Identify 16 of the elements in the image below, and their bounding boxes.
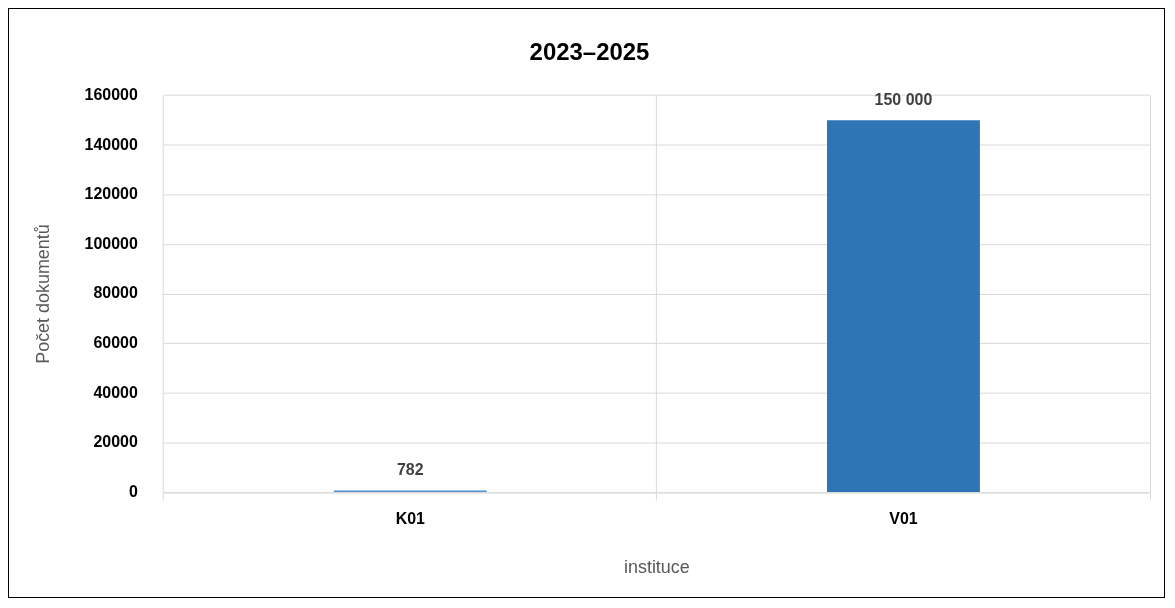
x-axis-title: instituce bbox=[623, 557, 690, 578]
y-tick-label: 60000 bbox=[93, 334, 138, 352]
data-label: 782 bbox=[396, 461, 424, 479]
y-tick-label: 20000 bbox=[93, 433, 138, 451]
y-tick-label: 0 bbox=[128, 482, 138, 500]
chart-title: 2023–2025 bbox=[529, 37, 650, 65]
x-tick-label: K01 bbox=[395, 510, 426, 528]
y-tick-label: 120000 bbox=[84, 185, 138, 203]
y-tick-label: 80000 bbox=[93, 284, 138, 302]
y-tick-label: 160000 bbox=[84, 85, 138, 103]
y-axis-title: Počet dokumentů bbox=[32, 224, 53, 364]
y-tick-label: 140000 bbox=[84, 135, 138, 153]
x-tick-label: V01 bbox=[889, 510, 918, 528]
y-tick-label: 100000 bbox=[84, 234, 138, 252]
y-tick-label: 40000 bbox=[93, 383, 138, 401]
data-label: 150 000 bbox=[874, 90, 933, 108]
